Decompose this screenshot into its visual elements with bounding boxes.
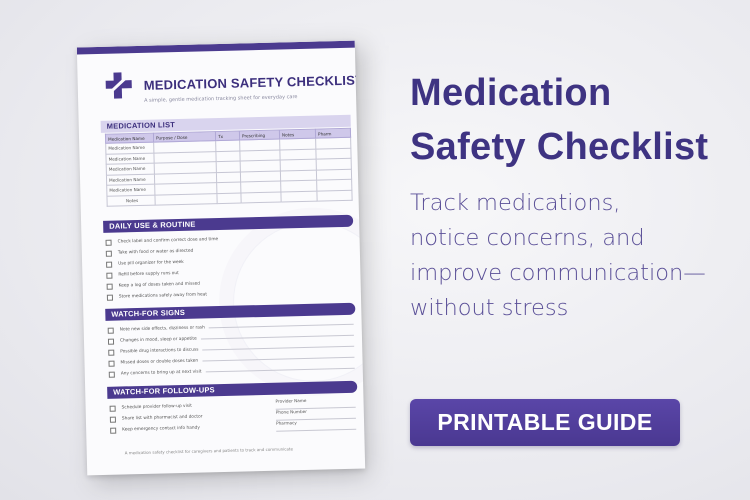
checklist-document: MEDICATION SAFETY CHECKLIST A simple, ge… (76, 40, 366, 476)
checkbox-icon (106, 272, 113, 279)
daily-use-list: Check label and confirm correct dose and… (105, 231, 353, 303)
checkbox-icon (106, 294, 113, 301)
hero-subtitle-line: Track medications, (410, 190, 621, 216)
printable-guide-button[interactable]: PRINTABLE GUIDE (410, 399, 680, 446)
document-footer: A medication safety checklist for caregi… (124, 446, 293, 456)
hero-subtitle: Track medications, notice concerns, and … (410, 186, 740, 326)
follow-up-side-fields: Provider Name Phone Number Pharmacy (275, 396, 357, 432)
hero-text: Medication Safety Checklist Track medica… (410, 66, 740, 326)
checkbox-icon (106, 261, 113, 268)
checkbox-icon (110, 427, 117, 434)
document-header: MEDICATION SAFETY CHECKLIST A simple, ge… (103, 63, 363, 109)
follow-up-heading: WATCH-FOR FOLLOW-UPS (107, 380, 358, 399)
checkbox-icon (109, 416, 116, 423)
watch-for-list: Note new side effects, dizziness or rash… (107, 319, 355, 380)
medication-table: Medication Name Purpose / Dose Tx Prescr… (105, 128, 353, 207)
document-title: MEDICATION SAFETY CHECKLIST (143, 72, 364, 93)
row-label: Notes (106, 194, 156, 207)
follow-up-list: Schedule provider follow-up visit Share … (109, 399, 261, 436)
list-item: Keep emergency contact info handy (110, 421, 260, 436)
checkbox-icon (109, 405, 116, 412)
checkbox-icon (106, 283, 113, 290)
checkbox-icon (107, 327, 114, 334)
hero-subtitle-line: without stress (410, 295, 569, 321)
hero-title-line: Medication (410, 72, 612, 114)
medical-cross-icon (105, 72, 132, 99)
checkbox-icon (105, 250, 112, 257)
checkbox-icon (105, 239, 112, 246)
hero-subtitle-line: improve communication— (410, 260, 706, 286)
document-tagline: A simple, gentle medication tracking she… (144, 94, 298, 104)
checkbox-icon (108, 371, 115, 378)
hero-title: Medication Safety Checklist (410, 66, 740, 174)
document-top-bar (76, 40, 355, 55)
checkbox-icon (108, 360, 115, 367)
checkbox-icon (107, 338, 115, 345)
hero-subtitle-line: notice concerns, and (410, 225, 645, 251)
hero-title-line: Safety Checklist (410, 126, 709, 168)
side-field-label: Pharmacy (275, 418, 357, 432)
checkbox-icon (108, 349, 115, 356)
